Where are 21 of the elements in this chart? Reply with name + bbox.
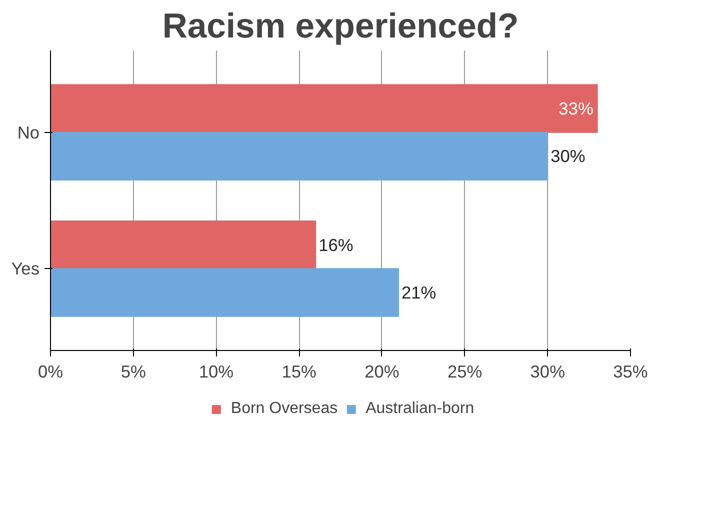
x-tick-label: 5% [120, 362, 146, 382]
data-label: 33% [558, 98, 594, 118]
data-label: 16% [318, 234, 354, 255]
x-tick-label: 25% [447, 362, 482, 382]
bar [50, 84, 598, 133]
data-label: 30% [550, 146, 586, 166]
y-tick-label: No [17, 122, 40, 142]
data-label: 21% [402, 282, 436, 303]
bar [50, 268, 399, 317]
chart-title: Racism experienced? [162, 8, 519, 46]
y-tick-label: Yes [11, 258, 40, 279]
legend-label: Born Overseas [230, 400, 338, 418]
x-tick-label: 20% [364, 362, 400, 382]
x-tick-label: 0% [38, 362, 64, 382]
bar [50, 132, 548, 181]
x-tick-label: 35% [613, 362, 648, 382]
x-tick-label: 30% [530, 362, 565, 382]
x-tick-label: 10% [198, 362, 234, 382]
bar [50, 220, 316, 270]
legend-label: Australian-born [366, 400, 474, 418]
x-tick-label: 15% [282, 362, 316, 382]
